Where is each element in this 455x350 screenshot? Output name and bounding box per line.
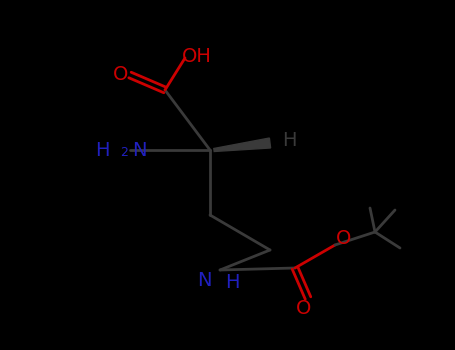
Text: H: H [282, 132, 297, 150]
Polygon shape [214, 138, 271, 152]
Text: O: O [113, 64, 129, 84]
Text: O: O [336, 230, 352, 248]
Text: H: H [96, 140, 110, 160]
Text: OH: OH [182, 47, 212, 65]
Text: N: N [197, 271, 212, 289]
Text: N: N [132, 140, 147, 160]
Text: H: H [225, 273, 239, 292]
Text: O: O [296, 299, 312, 317]
Text: 2: 2 [120, 147, 128, 160]
